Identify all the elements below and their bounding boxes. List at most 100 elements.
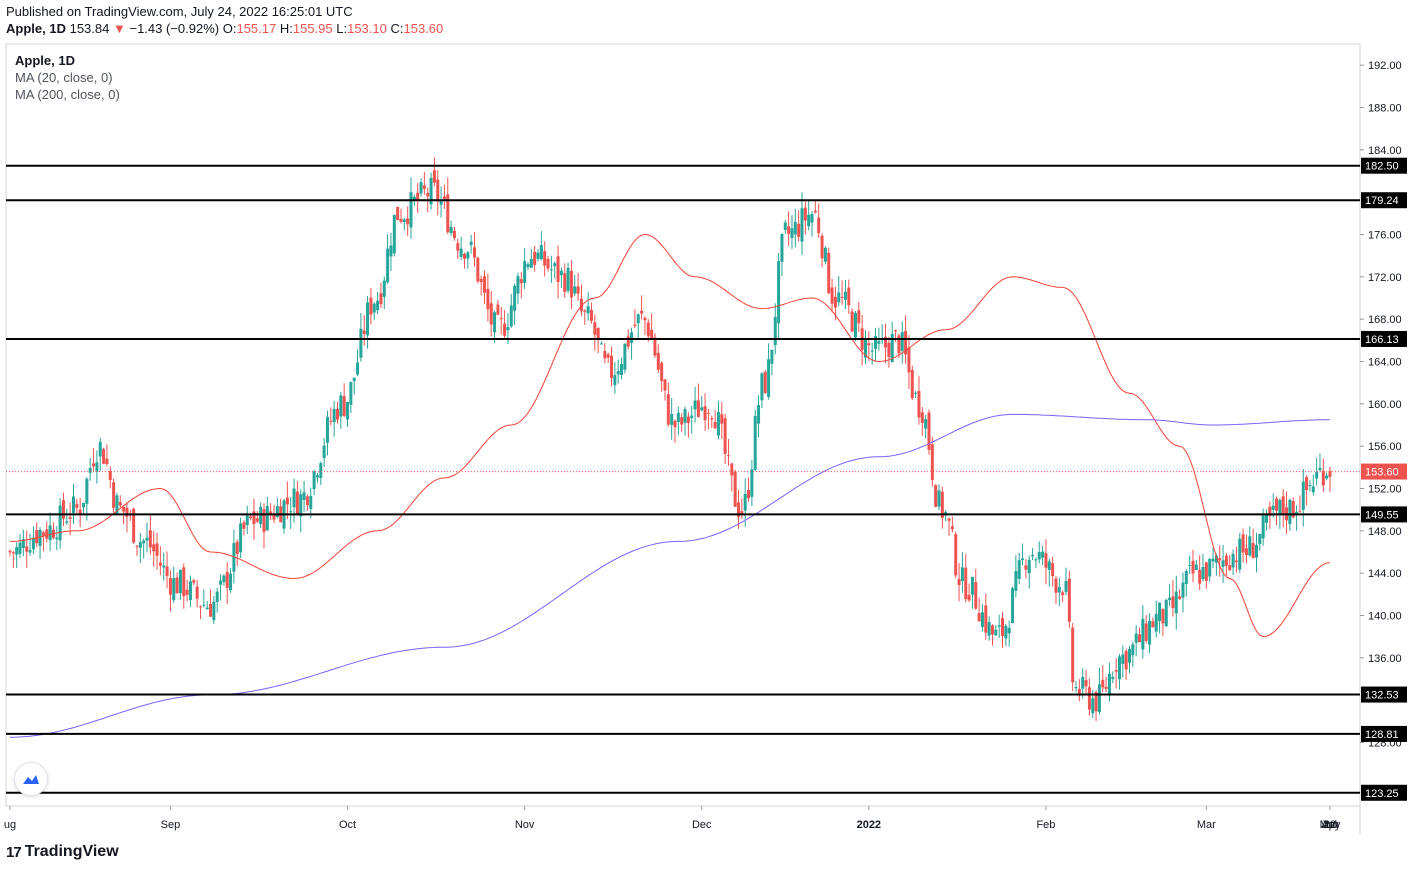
candle-body — [987, 622, 991, 636]
candle-body — [830, 287, 834, 304]
candle-body — [1138, 634, 1142, 643]
candle-body — [907, 347, 911, 373]
candle-body — [1178, 596, 1182, 599]
candle-body — [589, 310, 593, 321]
candle-body — [45, 529, 49, 539]
candle-body — [1278, 500, 1282, 515]
x-tick-label-0: ug — [4, 819, 16, 831]
x-tick-label-7: Mar — [1197, 819, 1216, 831]
candle-body — [576, 286, 580, 294]
candle-body — [102, 449, 106, 464]
candle-body — [1101, 679, 1105, 688]
candle-body — [195, 586, 199, 599]
candle-body — [369, 297, 373, 315]
candle-body — [185, 589, 189, 595]
candle-body — [1087, 687, 1091, 710]
candle-body — [1238, 538, 1242, 570]
candle-body — [235, 541, 239, 554]
candle-body — [65, 521, 69, 523]
y-tick-label-6: 164.00 — [1368, 357, 1402, 369]
candle-body — [1218, 558, 1222, 561]
candle-body — [927, 412, 931, 450]
candle-body — [670, 413, 674, 425]
tradingview-logo-button[interactable] — [14, 762, 48, 796]
candle-body — [904, 330, 908, 355]
candle-body — [469, 241, 473, 246]
legend-ma20[interactable]: MA (20, close, 0) — [15, 70, 113, 85]
candle-body — [416, 192, 420, 200]
candle-body — [660, 362, 664, 382]
y-tick-label-8: 156.00 — [1368, 441, 1402, 453]
y-tick-label-9: 152.00 — [1368, 484, 1402, 496]
candle-body — [1091, 698, 1095, 714]
last-price-label: 153.60 — [1365, 467, 1399, 479]
candle-body — [142, 540, 146, 544]
candle-body — [229, 573, 233, 591]
candle-body — [1194, 564, 1198, 570]
candle-body — [486, 288, 490, 310]
candle-body — [362, 330, 366, 334]
candle-body — [409, 192, 413, 228]
level-label-bg-2 — [1361, 330, 1407, 347]
candle-body — [713, 422, 717, 429]
candle-body — [783, 222, 787, 230]
candle-body — [95, 462, 99, 472]
candle-body — [48, 525, 52, 541]
legend-symbol[interactable]: Apple, 1D — [15, 53, 75, 68]
y-tick-label-11: 144.00 — [1368, 568, 1402, 580]
candle-body — [406, 218, 410, 225]
candle-body — [452, 230, 456, 238]
candle-body — [686, 416, 690, 423]
candle-body — [643, 317, 647, 321]
candle-body — [295, 491, 299, 515]
high-label: H: — [279, 21, 293, 36]
candle-body — [593, 322, 597, 335]
candle-body — [743, 493, 747, 511]
candle-body — [305, 496, 309, 506]
candle-body — [1084, 680, 1088, 687]
candle-body — [813, 210, 817, 213]
candle-body — [442, 196, 446, 199]
candle-body — [546, 258, 550, 269]
candle-body — [422, 185, 426, 189]
y-tick-label-2: 184.00 — [1368, 145, 1402, 157]
candle-body — [118, 502, 122, 506]
candle-body — [1064, 580, 1068, 592]
candle-body — [1301, 481, 1305, 510]
candle-body — [797, 223, 801, 237]
candle-body — [493, 312, 497, 333]
candle-body — [105, 458, 109, 464]
candle-body — [182, 567, 186, 597]
candle-body — [613, 375, 617, 386]
candle-body — [1134, 633, 1138, 643]
legend-ma200[interactable]: MA (200, close, 0) — [15, 87, 120, 102]
candle-body — [352, 377, 356, 382]
candle-body — [947, 518, 951, 521]
level-label-bg-1 — [1361, 192, 1407, 209]
candle-body — [262, 509, 266, 532]
candle-body — [653, 337, 657, 356]
ma200-line — [10, 413, 1330, 738]
candle-body — [970, 576, 974, 595]
y-tick-label-0: 192.00 — [1368, 60, 1402, 72]
candle-body — [38, 529, 42, 546]
candle-body — [1184, 571, 1188, 585]
candle-body — [533, 251, 537, 265]
candle-body — [148, 530, 152, 548]
candle-body — [459, 248, 463, 257]
candle-body — [92, 463, 96, 467]
candle-body — [934, 484, 938, 507]
candle-body — [553, 263, 557, 267]
candle-body — [11, 552, 15, 554]
candle-body — [55, 537, 59, 540]
low-value: 153.10 — [347, 21, 387, 36]
candle-body — [994, 629, 998, 636]
candle-body — [473, 247, 477, 258]
candle-body — [429, 177, 433, 205]
candle-body — [773, 316, 777, 346]
candle-body — [914, 392, 918, 394]
tv-mark-icon: 17 — [6, 843, 22, 861]
candle-body — [917, 390, 921, 418]
candle-body — [192, 580, 196, 583]
